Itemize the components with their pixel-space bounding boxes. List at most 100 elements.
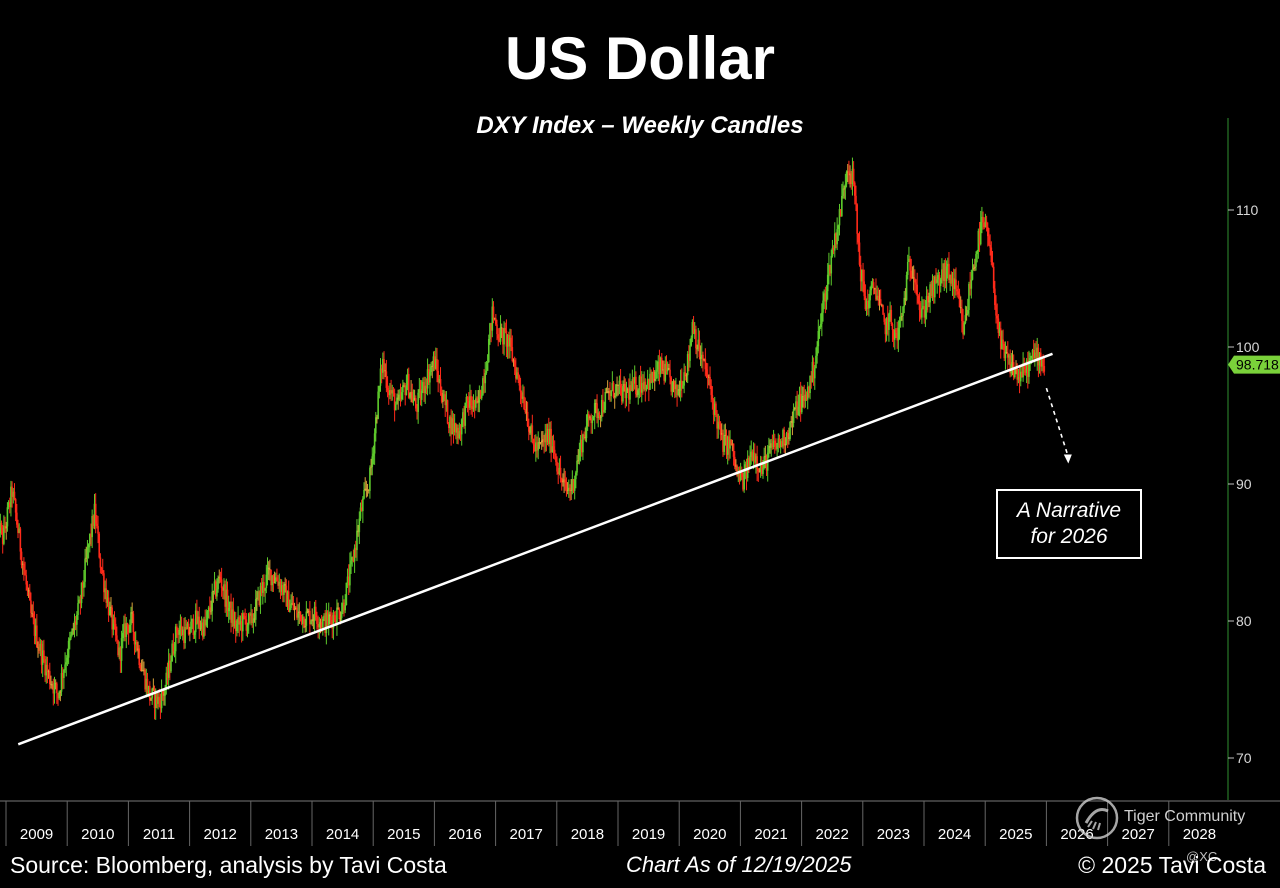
candle-203 [234,611,237,643]
candle-639 [748,455,750,473]
candle-837 [981,206,983,234]
candle-747 [875,278,877,301]
candle-843 [988,227,990,247]
candle-108 [123,615,125,642]
candle-826 [968,281,970,317]
candle-803 [941,258,943,284]
candle-545 [637,388,640,405]
candle-627 [733,450,736,470]
candle-231 [267,561,270,581]
candle-531 [620,383,623,406]
candle-309 [359,502,362,521]
candle-487 [569,484,571,501]
candle-653 [764,445,767,469]
candle-413 [482,375,484,396]
candle-365 [425,378,428,395]
candle-506 [591,415,594,434]
x-tick-label-2018: 2018 [571,826,604,843]
candle-402 [469,384,471,410]
candle-388 [452,413,455,444]
candle-146 [167,648,170,690]
candle-757 [886,305,889,336]
candle-381 [444,391,447,417]
candle-607 [710,379,713,403]
candle-439 [512,358,515,367]
candle-433 [505,319,508,358]
candle-461 [538,437,541,449]
candle-399 [465,393,468,408]
chart-date-note: Chart As of 12/19/2025 [626,852,852,877]
narrative-arrow-head [1063,454,1072,464]
candle-595 [696,344,698,359]
candle-822 [963,321,966,336]
candle-103 [117,639,119,658]
candle-564 [659,356,662,378]
candle-543 [635,371,637,398]
candle-713 [835,232,837,249]
candle-591 [691,319,694,343]
candle-149 [171,640,173,662]
candle-662 [775,438,777,451]
candle-93 [105,578,108,609]
candle-181 [209,596,211,619]
candle-488 [570,479,572,501]
candle-6 [3,515,5,546]
candle-788 [923,299,926,324]
candle-646 [756,445,758,482]
candle-222 [257,586,259,601]
candle-184 [212,590,215,603]
candle-319 [371,447,374,476]
candle-547 [639,365,642,398]
candle-154 [177,627,179,644]
candle-486 [568,479,570,498]
candle-750 [878,289,881,311]
candle-118 [134,631,137,653]
candle-240 [278,573,281,593]
candle-452 [527,418,530,441]
candle-62 [68,631,71,650]
candle-624 [730,439,733,446]
candle-815 [955,267,957,296]
candle-562 [657,355,660,382]
candle-42 [45,656,48,684]
candle-166 [191,618,193,630]
candle-343 [399,383,402,407]
candle-749 [877,287,880,306]
candle-469 [547,417,550,447]
candle-55 [60,664,63,697]
candle-371 [432,351,435,372]
candle-169 [194,603,197,644]
candle-742 [869,286,871,309]
candle-660 [772,429,775,450]
candle-157 [180,616,183,637]
candle-142 [163,688,165,706]
candle-784 [918,292,921,322]
candle-81 [91,509,93,549]
candle-519 [606,380,609,394]
candle-575 [672,379,675,393]
candle-691 [809,375,811,400]
candle-313 [364,477,366,492]
candle-599 [700,342,703,369]
candle-34 [36,614,38,649]
candle-211 [244,608,246,625]
candle-522 [610,390,612,402]
candle-467 [545,423,548,452]
x-tick-label-2028: 2028 [1183,826,1216,843]
candle-517 [604,388,607,413]
candle-51 [56,681,58,704]
candle-478 [558,458,561,476]
candle-539 [630,381,632,392]
candle-512 [598,411,601,420]
candle-37 [39,638,42,657]
copyright-note: © 2025 Tavi Costa [1078,852,1266,878]
candle-459 [536,436,538,458]
candle-385 [449,415,451,437]
candle-392 [457,424,459,445]
candle-380 [443,389,445,402]
candle-245 [284,577,286,593]
candle-548 [640,371,643,403]
candle-888 [1041,356,1043,372]
candle-570 [666,361,669,375]
candle-227 [263,574,265,597]
